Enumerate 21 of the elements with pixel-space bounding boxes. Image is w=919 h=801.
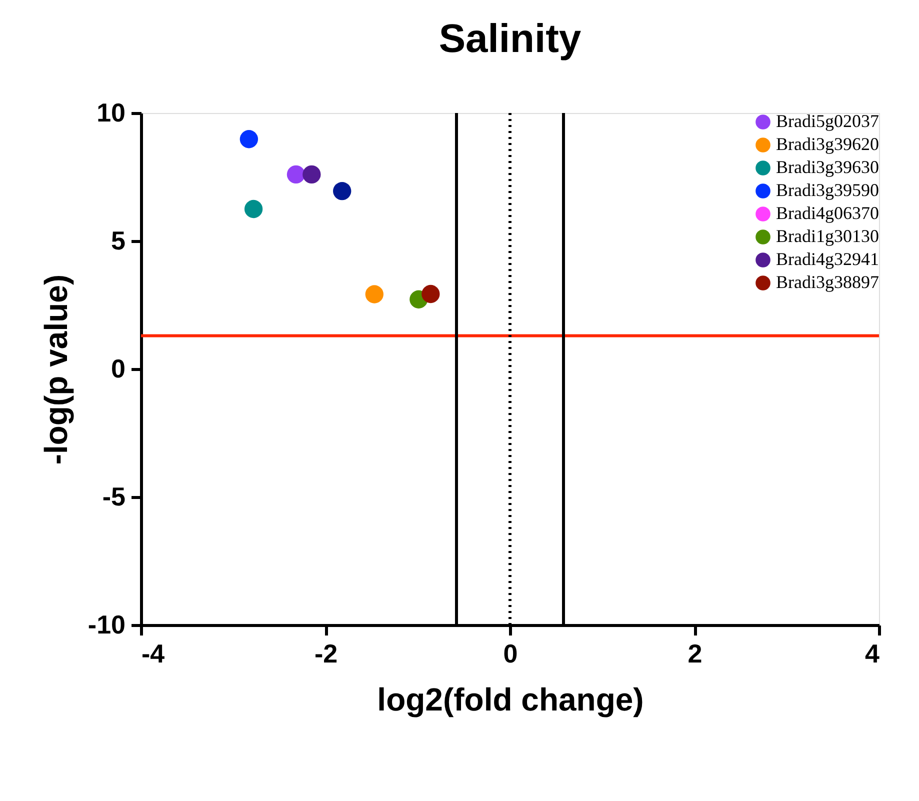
legend-label: Bradi3g39630 (776, 157, 879, 177)
y-tick-label: -10 (88, 610, 126, 640)
legend-label: Bradi4g06370 (776, 203, 879, 223)
y-tick-label: 0 (111, 354, 126, 384)
legend-label: Bradi3g38897 (776, 272, 879, 292)
legend-label: Bradi3g39590 (776, 180, 879, 200)
x-axis-title: log2(fold change) (377, 682, 644, 718)
legend-label: Bradi3g39620 (776, 134, 879, 154)
x-tick-label: 0 (503, 638, 518, 668)
y-tick-label: 5 (111, 226, 126, 256)
x-tick-label: 4 (865, 638, 880, 668)
y-axis-title: -log(p value) (38, 274, 74, 465)
legend-label: Bradi5g02037 (776, 111, 879, 131)
legend-label: Bradi4g32941 (776, 249, 879, 269)
x-tick-label: -2 (314, 638, 338, 668)
x-tick-label: -4 (142, 638, 166, 668)
chart-title: Salinity (438, 17, 582, 61)
x-tick-label: 2 (688, 638, 702, 668)
y-tick-label: -5 (102, 482, 126, 512)
y-tick-label: 10 (96, 98, 126, 128)
legend-label: Bradi1g30130 (776, 226, 879, 246)
